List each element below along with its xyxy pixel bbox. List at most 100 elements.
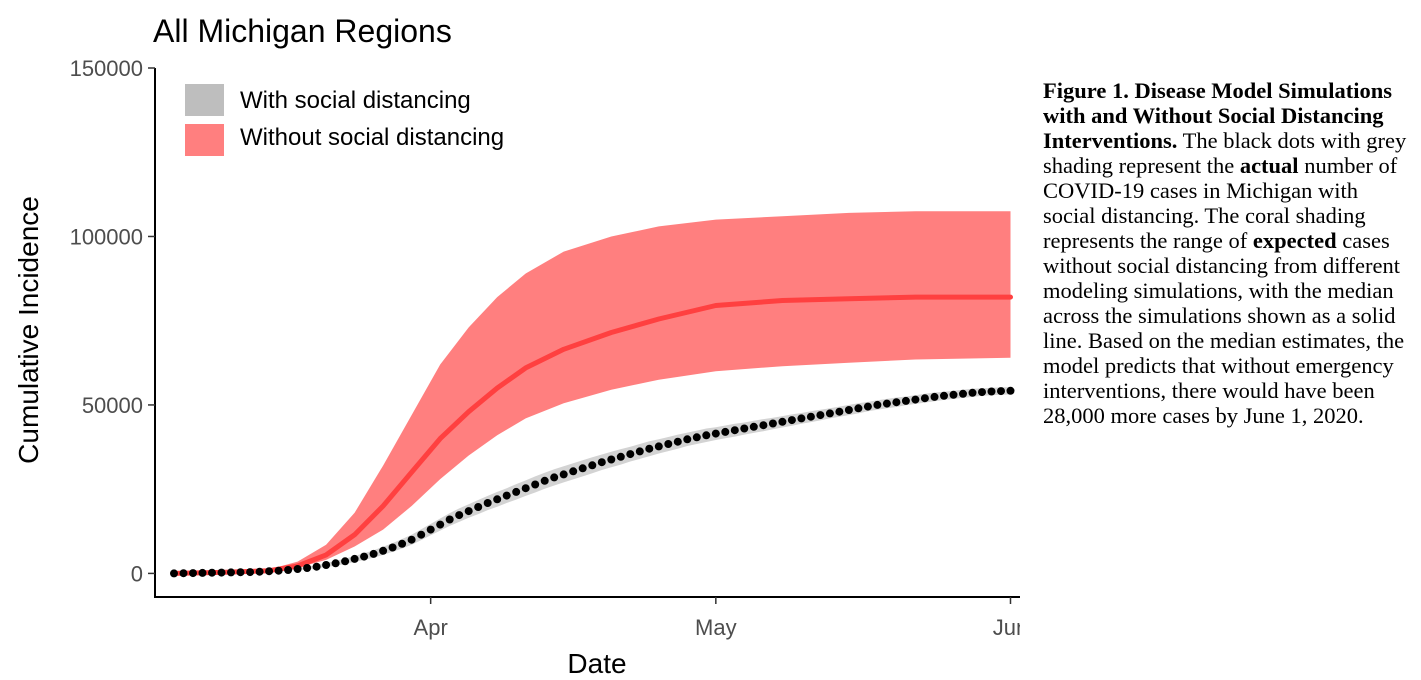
y-ticks: 0 50000 100000 150000 (70, 56, 155, 586)
data-point-with-social-distancing (531, 480, 540, 489)
caption-text-1: The black dots with grey shading represe… (1043, 128, 1407, 178)
data-point-with-social-distancing (521, 484, 530, 493)
data-point-with-social-distancing (597, 458, 606, 467)
data-point-with-social-distancing (170, 569, 178, 578)
data-point-with-social-distancing (217, 568, 226, 577)
data-point-with-social-distancing (236, 568, 245, 577)
data-point-with-social-distancing (341, 557, 350, 566)
data-point-with-social-distancing (407, 535, 416, 544)
data-point-with-social-distancing (483, 499, 492, 507)
data-point-with-social-distancing (512, 487, 521, 496)
y-tick-label: 100000 (70, 224, 143, 249)
data-point-with-social-distancing (255, 567, 264, 576)
data-point-with-social-distancing (246, 568, 255, 577)
data-point-with-social-distancing (968, 388, 977, 397)
data-point-with-social-distancing (949, 390, 958, 399)
data-point-with-social-distancing (360, 552, 369, 561)
data-point-with-social-distancing (844, 406, 853, 414)
data-point-with-social-distancing (987, 387, 996, 396)
band-with-social-distancing (174, 387, 1011, 574)
data-point-with-social-distancing (559, 470, 568, 479)
data-point-with-social-distancing (578, 464, 587, 473)
legend-label-with: With social distancing (240, 87, 471, 114)
data-point-with-social-distancing (616, 452, 625, 461)
data-point-with-social-distancing (854, 404, 863, 413)
caption-text-3: cases without social distancing from dif… (1043, 228, 1405, 428)
data-point-with-social-distancing (388, 543, 397, 552)
data-point-with-social-distancing (920, 394, 929, 403)
x-ticks: Apr May Jun (414, 597, 1020, 640)
caption-bold-actual: actual (1239, 153, 1299, 178)
band-without-social-distancing (174, 211, 1011, 574)
figure-caption: Figure 1. Disease Model Simulations with… (1043, 78, 1415, 428)
data-point-with-social-distancing (654, 442, 663, 451)
data-point-with-social-distancing (692, 433, 701, 442)
plot-area (174, 211, 1011, 574)
data-point-with-social-distancing (825, 409, 834, 418)
data-point-with-social-distancing (417, 530, 426, 539)
data-point-with-social-distancing (683, 435, 692, 444)
data-point-with-social-distancing (265, 567, 274, 576)
data-point-with-social-distancing (730, 426, 739, 435)
data-point-with-social-distancing (540, 476, 549, 485)
data-point-with-social-distancing (702, 431, 711, 440)
legend: With social distancing Without social di… (185, 84, 504, 156)
legend-label-without: Without social distancing (240, 124, 504, 151)
y-tick-label: 0 (131, 561, 143, 586)
chart: All Michigan Regions 050000100000150000 … (13, 13, 1020, 679)
data-point-with-social-distancing (550, 473, 559, 482)
data-point-with-social-distancing (768, 419, 777, 428)
x-tick-label: Apr (414, 615, 448, 640)
data-point-with-social-distancing (369, 549, 378, 558)
data-point-with-social-distancing (303, 564, 312, 572)
data-point-with-social-distancing (940, 391, 948, 400)
data-point-with-social-distancing (930, 392, 939, 401)
data-point-with-social-distancing (1006, 386, 1015, 395)
caption-heading: Figure 1. Disease Model Simulations with… (1043, 78, 1392, 153)
data-point-with-social-distancing (179, 569, 188, 578)
data-point-with-social-distancing (635, 447, 644, 456)
y-axis-title: Cumulative Incidence (13, 196, 44, 464)
data-point-with-social-distancing (198, 568, 207, 577)
data-point-with-social-distancing (398, 539, 407, 548)
data-point-with-social-distancing (892, 398, 901, 407)
data-point-with-social-distancing (227, 568, 235, 577)
data-point-with-social-distancing (607, 455, 616, 464)
data-point-with-social-distancing (284, 566, 293, 574)
caption-text-2: number of COVID-19 cases in Michigan wit… (1043, 153, 1398, 253)
data-point-with-social-distancing (787, 416, 796, 425)
x-tick-label: Jun (993, 615, 1020, 640)
data-point-with-social-distancing (379, 546, 388, 555)
data-point-with-social-distancing (797, 414, 806, 423)
data-point-with-social-distancing (189, 569, 197, 578)
data-point-with-social-distancing (493, 495, 502, 504)
data-point-with-social-distancing (997, 387, 1005, 396)
data-point-with-social-distancing (569, 467, 578, 476)
data-point-with-social-distancing (464, 507, 473, 516)
x-axis-title: Date (567, 648, 626, 679)
y-tick-label: 50000 (82, 393, 143, 418)
data-point-with-social-distancing (740, 424, 749, 433)
data-point-with-social-distancing (426, 525, 435, 534)
data-point-with-social-distancing (806, 412, 815, 421)
legend-swatch-without (185, 124, 224, 156)
data-point-with-social-distancing (959, 389, 967, 398)
data-point-with-social-distancing (331, 559, 340, 568)
data-point-with-social-distancing (778, 417, 787, 426)
data-point-with-social-distancing (502, 491, 511, 500)
x-tick-label: May (695, 615, 737, 640)
data-point-with-social-distancing (901, 396, 910, 405)
y-tick-label: 150000 (70, 56, 143, 81)
data-point-with-social-distancing (816, 411, 825, 420)
data-point-with-social-distancing (873, 400, 882, 409)
data-point-with-social-distancing (645, 444, 654, 453)
data-point-with-social-distancing (455, 511, 464, 520)
data-point-with-social-distancing (664, 440, 673, 448)
data-point-with-social-distancing (673, 437, 682, 446)
data-point-with-social-distancing (445, 515, 454, 524)
legend-swatch-with (185, 84, 224, 116)
median-line-without-social-distancing (171, 294, 1013, 576)
data-point-with-social-distancing (312, 562, 321, 571)
data-point-with-social-distancing (911, 395, 920, 404)
data-point-with-social-distancing (436, 520, 445, 529)
